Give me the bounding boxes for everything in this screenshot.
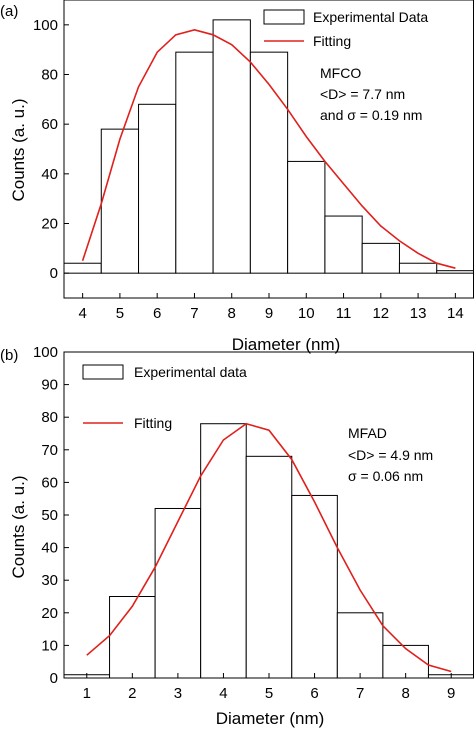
histogram-bar [138, 103, 177, 274]
x-tick-label: 1 [83, 685, 91, 702]
histogram-bar [175, 51, 214, 274]
y-tick-label: 100 [33, 344, 58, 361]
y-tick-label: 90 [41, 377, 58, 394]
y-tick-label: 20 [41, 216, 58, 233]
legend-bar-swatch-a [263, 9, 305, 25]
y-tick-label: 40 [41, 166, 58, 183]
histogram-bar [287, 160, 326, 274]
legend-a: Experimental Data Fitting [263, 9, 428, 49]
histogram-bar [63, 262, 102, 274]
x-tick-label: 11 [336, 305, 352, 322]
histogram-bar [109, 596, 156, 679]
histogram-bars-a [63, 19, 474, 274]
x-tick-label: 10 [298, 305, 315, 322]
fit-curve-line [81, 28, 456, 269]
y-tick-label: 60 [41, 474, 58, 491]
fit-curve-a [81, 28, 456, 269]
y-tick-label: 0 [50, 670, 58, 687]
histogram-bars-b [63, 423, 474, 679]
x-tick-label: 2 [128, 685, 136, 702]
histogram-bar [100, 128, 140, 274]
histogram-bar [245, 455, 293, 679]
x-tick-label: 7 [356, 685, 364, 702]
y-tick-label: 30 [41, 572, 58, 589]
sigma-a: and σ = 0.19 nm [320, 107, 422, 123]
x-tick-label: 9 [265, 305, 273, 322]
sigma-b: σ = 0.06 nm [348, 468, 423, 484]
y-axis-label-b: Counts (a. u.) [9, 476, 28, 579]
x-tick-label: 6 [153, 305, 161, 322]
y-axis-label-a: Counts (a. u.) [9, 99, 28, 202]
x-axis-label-b: Diameter (nm) [216, 709, 325, 728]
mean-diameter-b: <D> = 4.9 nm [348, 447, 433, 463]
y-tick-label: 70 [41, 442, 58, 459]
x-tick-label: 7 [190, 305, 198, 322]
y-tick-label: 80 [41, 67, 58, 84]
histogram-bar [398, 262, 438, 274]
legend-fit-label-b: Fitting [134, 415, 172, 431]
y-tick-label: 20 [41, 605, 58, 622]
legend-bar-label-a: Experimental Data [313, 9, 428, 25]
legend-bar-swatch-b [82, 364, 124, 380]
y-tick-label: 10 [41, 637, 58, 654]
panel-label-b: (b) [0, 347, 18, 364]
sample-name-a: MFCO [320, 65, 361, 81]
fit-curve-b [86, 422, 452, 673]
histogram-bar [324, 215, 363, 274]
annotation-b: MFAD <D> = 4.9 nm σ = 0.06 nm [348, 425, 433, 484]
y-tick-label: 40 [41, 540, 58, 557]
y-tick-label: 100 [33, 17, 58, 34]
histogram-bar [249, 51, 289, 274]
histogram-bar [336, 612, 384, 679]
x-tick-label: 5 [116, 305, 124, 322]
panel-label-a: (a) [0, 3, 18, 20]
histogram-bar [154, 507, 202, 679]
y-tick-label: 80 [41, 409, 58, 426]
x-tick-label: 14 [447, 305, 464, 322]
histogram-bar [436, 270, 474, 274]
y-tick-label: 50 [41, 507, 58, 524]
axis-ticks-a: 4 5 6 7 8 9 10 11 12 13 14 0 20 40 60 80 100 [33, 17, 464, 322]
histogram-bar [200, 423, 247, 679]
legend-b: Experimental data Fitting [82, 364, 247, 431]
histogram-bar [361, 242, 400, 274]
x-tick-label: 9 [447, 685, 455, 702]
panel-a: (a) 4 5 6 7 8 9 10 11 12 13 14 0 20 40 60 80 100 Diamete… [0, 0, 474, 354]
x-tick-label: 3 [174, 685, 182, 702]
sample-name-b: MFAD [348, 425, 387, 441]
x-tick-label: 4 [78, 305, 86, 322]
x-tick-label: 4 [219, 685, 227, 702]
y-tick-label: 0 [50, 265, 58, 282]
histogram-bar [291, 494, 338, 679]
x-tick-label: 13 [410, 305, 427, 322]
x-tick-label: 12 [372, 305, 389, 322]
x-tick-label: 5 [265, 685, 273, 702]
legend-bar-label-b: Experimental data [134, 364, 247, 380]
fit-curve-line [86, 422, 452, 673]
x-tick-label: 6 [310, 685, 318, 702]
x-tick-label: 8 [401, 685, 409, 702]
annotation-a: MFCO <D> = 7.7 nm and σ = 0.19 nm [320, 65, 422, 123]
histogram-bar [382, 644, 429, 679]
y-tick-label: 60 [41, 116, 58, 133]
mean-diameter-a: <D> = 7.7 nm [320, 86, 405, 102]
histogram-bar [212, 19, 251, 274]
x-tick-label: 8 [228, 305, 236, 322]
x-axis-label-a: Diameter (nm) [232, 335, 341, 354]
legend-fit-label-a: Fitting [313, 33, 351, 49]
